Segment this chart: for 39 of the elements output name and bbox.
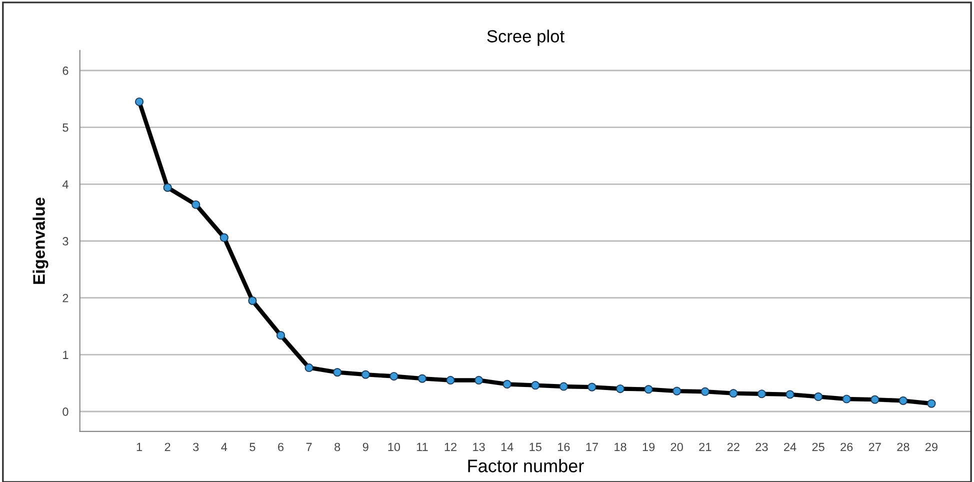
y-axis-title: Eigenvalue	[32, 198, 48, 284]
x-tick-label: 14	[501, 442, 514, 452]
x-tick-label: 25	[812, 442, 824, 452]
x-tick-label: 27	[868, 442, 881, 452]
chart-title: Scree plot	[487, 30, 564, 46]
x-tick-label: 17	[586, 442, 598, 452]
x-tick-label: 23	[756, 442, 768, 452]
x-tick-label: 16	[558, 442, 570, 452]
x-tick-label: 28	[897, 442, 910, 452]
y-tick-label: 6	[62, 66, 68, 75]
x-tick-label: 20	[670, 442, 683, 452]
x-tick-label: 29	[926, 442, 938, 452]
x-axis-title: Factor number	[468, 459, 584, 472]
x-tick-label: 9	[362, 442, 368, 452]
x-tick-label: 10	[388, 442, 400, 452]
x-tick-label: 24	[784, 442, 796, 452]
x-tick-label: 21	[699, 442, 712, 452]
x-tick-label: 4	[221, 442, 228, 452]
y-tick-label: 4	[62, 180, 68, 188]
y-tick-label: 0	[62, 408, 68, 416]
x-tick-label: 8	[334, 442, 340, 452]
y-tick-label: 5	[62, 123, 68, 132]
x-tick-label: 12	[444, 442, 456, 452]
x-tick-label: 11	[416, 442, 428, 452]
x-tick-label: 7	[306, 442, 312, 452]
x-tick-label: 13	[473, 442, 485, 452]
x-tick-label: 15	[530, 442, 542, 452]
x-tick-label: 6	[278, 442, 284, 452]
x-tick-label: 2	[164, 442, 170, 452]
y-tick-label: 3	[62, 237, 68, 246]
x-tick-label: 18	[614, 442, 626, 452]
x-tick-label: 19	[642, 442, 655, 452]
x-tick-label: 1	[136, 442, 142, 452]
x-tick-label: 3	[193, 442, 199, 452]
x-tick-label: 22	[727, 442, 740, 452]
y-tick-label: 1	[63, 350, 68, 359]
x-tick-label: 5	[250, 442, 256, 452]
x-tick-label: 26	[840, 442, 853, 452]
y-tick-label: 2	[62, 294, 68, 302]
